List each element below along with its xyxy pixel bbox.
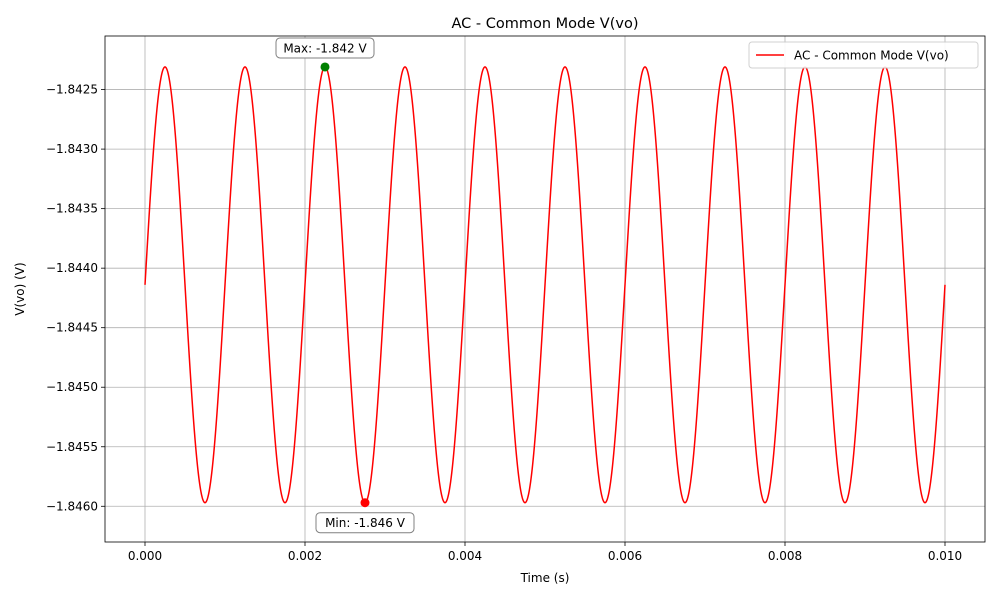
x-tick-label: 0.006 <box>608 549 642 563</box>
plot-area <box>104 35 986 543</box>
y-tick-label: −1.8450 <box>46 380 98 394</box>
y-tick-label: −1.8455 <box>46 440 98 454</box>
x-tick-label: 0.000 <box>128 549 162 563</box>
y-tick-label: −1.8430 <box>46 142 98 156</box>
legend-box <box>748 41 979 69</box>
y-tick-label: −1.8425 <box>46 83 98 97</box>
y-axis-label: V(vo) (V) <box>13 262 27 315</box>
legend-entry: AC - Common Mode V(vo) <box>794 49 949 63</box>
x-tick-label: 0.010 <box>928 549 962 563</box>
min-annotation-box <box>315 512 415 534</box>
x-tick-label: 0.004 <box>448 549 482 563</box>
plot-frame <box>104 35 986 543</box>
x-axis-label: Time (s) <box>520 571 570 585</box>
grid <box>105 36 985 542</box>
annotations <box>320 62 370 508</box>
y-tick-label: −1.8435 <box>46 202 98 216</box>
x-axis: 0.000 0.002 0.004 0.006 0.008 0.010 <box>128 542 962 563</box>
x-tick-label: 0.008 <box>768 549 802 563</box>
y-tick-label: −1.8445 <box>46 321 98 335</box>
min-annotation-label: Min: -1.846 V <box>325 516 406 530</box>
y-tick-label: −1.8440 <box>46 261 98 275</box>
max-annotation-box <box>275 37 375 59</box>
y-axis: −1.8425 −1.8430 −1.8435 −1.8440 −1.8445 −1.84… <box>46 83 105 513</box>
min-marker <box>360 498 370 508</box>
x-tick-label: 0.002 <box>288 549 322 563</box>
max-marker <box>320 62 330 72</box>
legend: AC - Common Mode V(vo) <box>748 41 979 69</box>
series-line <box>144 66 946 504</box>
y-tick-label: −1.8460 <box>46 499 98 513</box>
max-annotation-label: Max: -1.842 V <box>283 41 367 55</box>
chart-title: AC - Common Mode V(vo) <box>452 16 639 32</box>
